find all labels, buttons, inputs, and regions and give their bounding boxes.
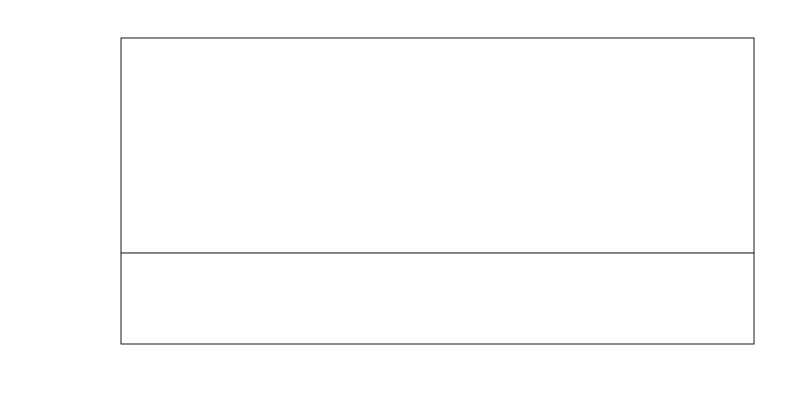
error-panel xyxy=(120,252,755,345)
error-panel-frame xyxy=(120,252,755,345)
spectrum-panel xyxy=(120,37,755,254)
spectrum-panel-frame xyxy=(120,37,755,254)
